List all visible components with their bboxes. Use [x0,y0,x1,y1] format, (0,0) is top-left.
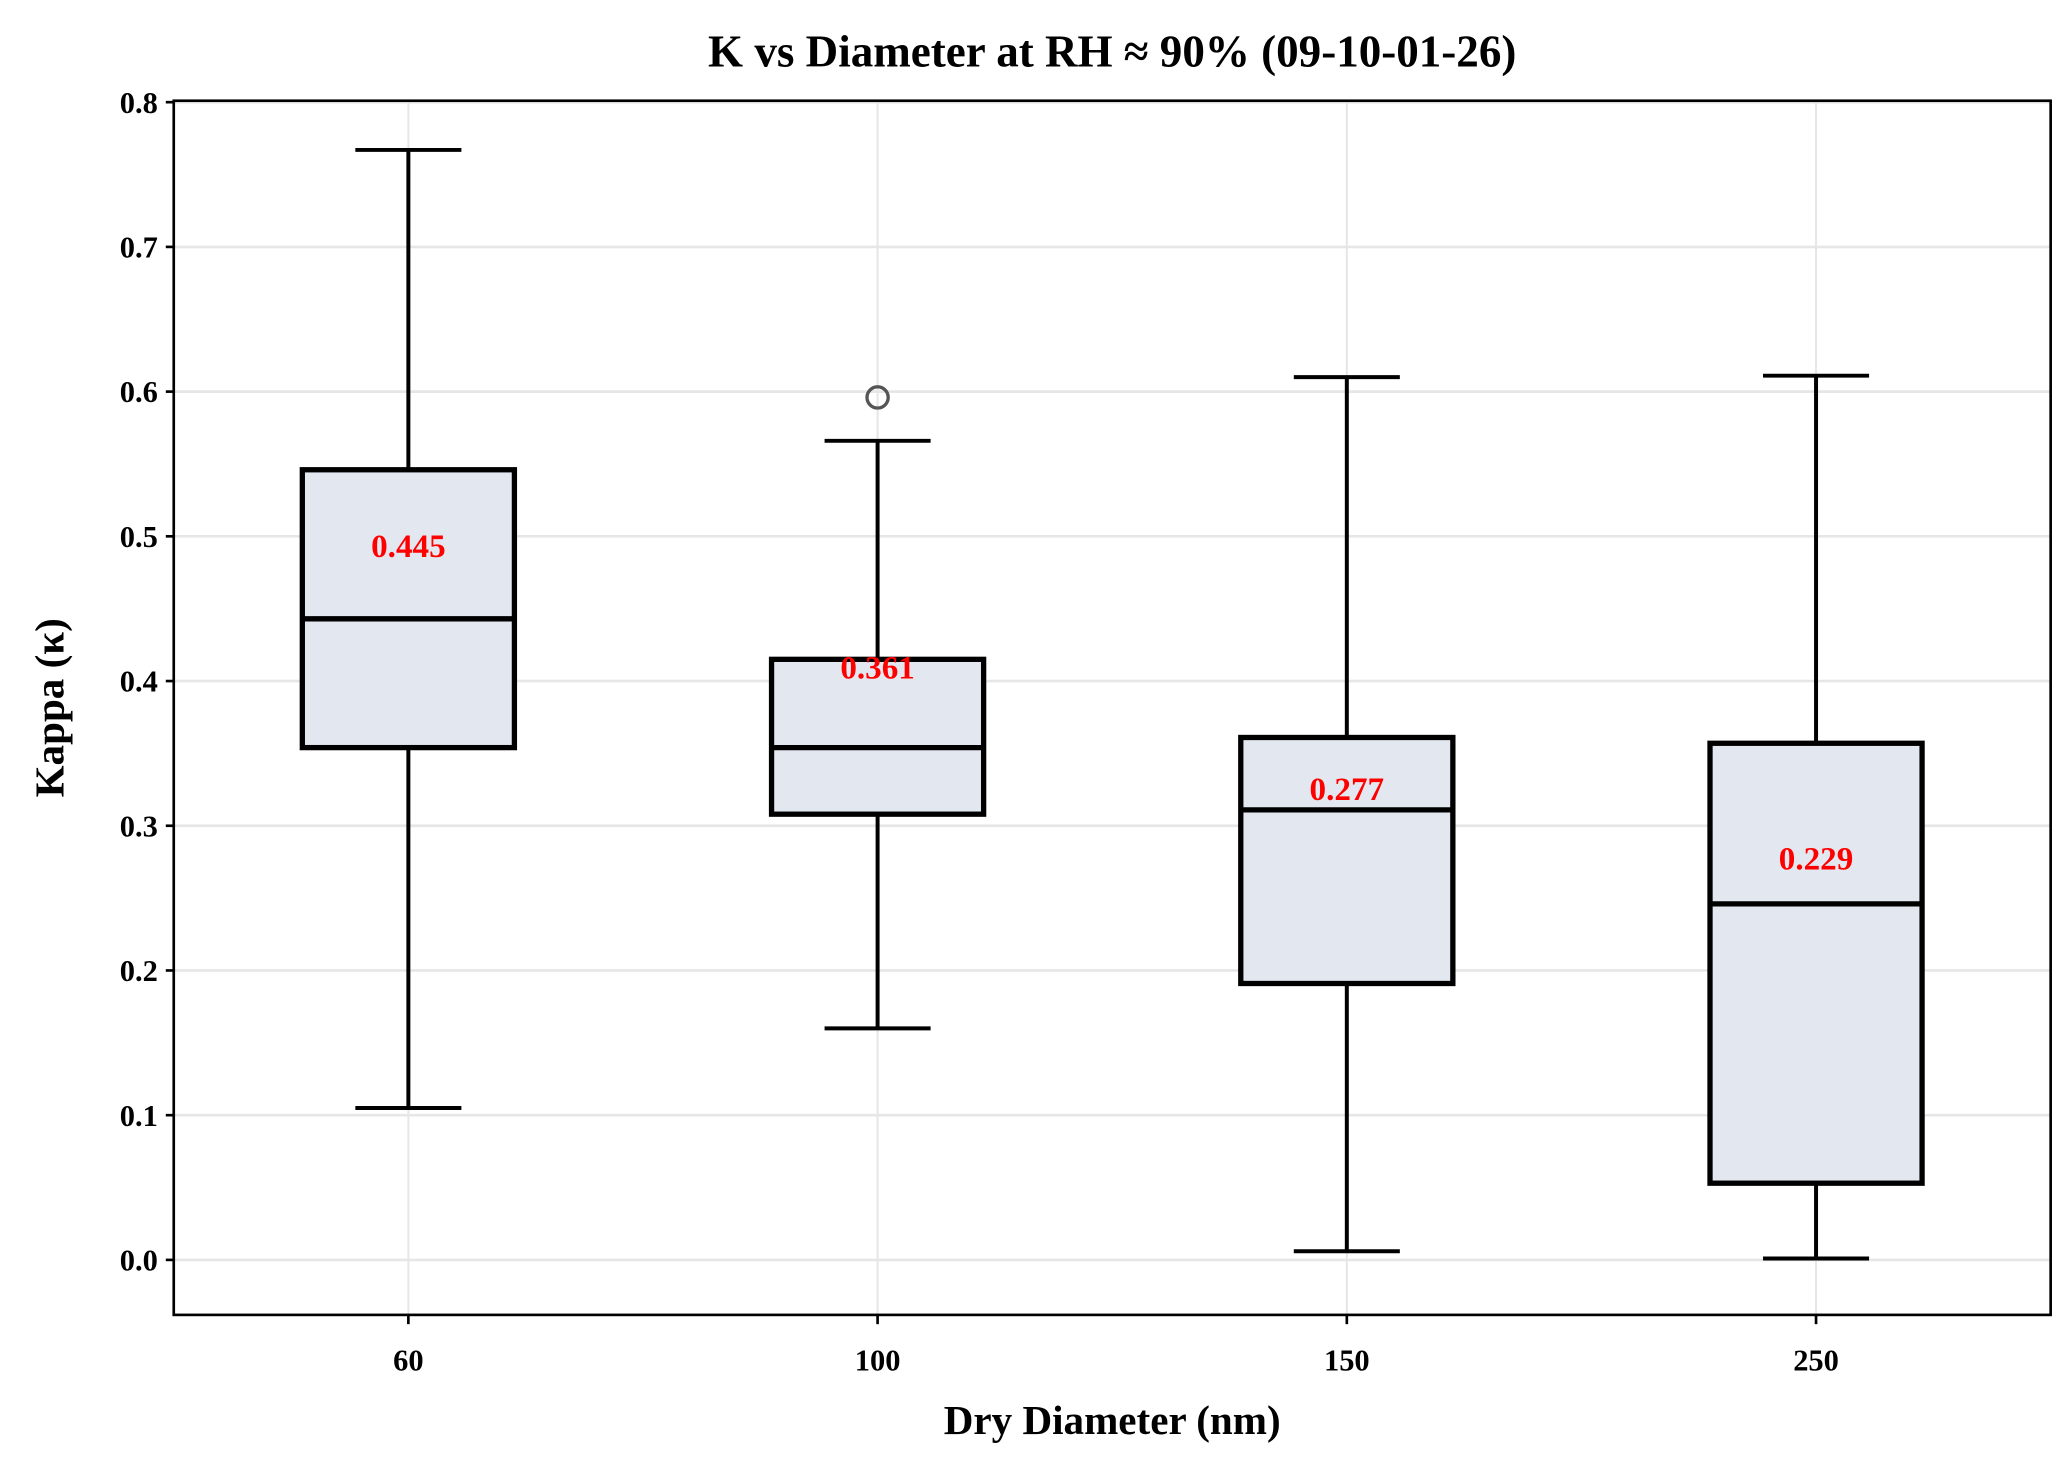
plot-frame [172,99,2052,1317]
x-tick-label: 250 [1793,1344,1839,1378]
chart-title: K vs Diameter at RH ≈ 90% (09-10-01-26) [708,26,1516,76]
y-tick-label: 0.7 [120,231,158,265]
iqr-box [1707,740,1925,1186]
y-axis-label: Kappa (κ) [27,618,73,797]
y-tick-label: 0.4 [120,665,158,699]
mean-label: 0.445 [371,528,446,565]
iqr-box [768,656,987,817]
mean-label: 0.361 [840,650,915,687]
y-tick-label: 0.1 [120,1099,158,1133]
x-tick-label: 150 [1324,1344,1370,1378]
outlier-point [865,385,890,410]
y-tick-label: 0.3 [120,809,158,843]
y-tick-label: 0.8 [120,86,158,120]
mean-label: 0.229 [1779,841,1854,878]
x-tick-label: 100 [855,1344,901,1378]
x-axis: 60 100 150 250 [393,1314,1839,1378]
x-tick-label: 60 [393,1344,423,1378]
boxes: 0.445 0.361 0.277 0.229 [299,147,1925,1261]
y-tick-label: 0.5 [120,520,158,554]
y-tick-label: 0.0 [120,1244,158,1278]
mean-label: 0.277 [1310,771,1385,808]
iqr-box [299,467,518,751]
y-tick-label: 0.6 [120,375,158,409]
iqr-box [1238,734,1456,987]
x-axis-label: Dry Diameter (nm) [944,1397,1281,1443]
y-axis: 0.0 0.1 0.2 0.3 0.4 0.5 0.6 0.7 0.8 [120,86,174,1278]
y-tick-label: 0.2 [120,954,158,988]
